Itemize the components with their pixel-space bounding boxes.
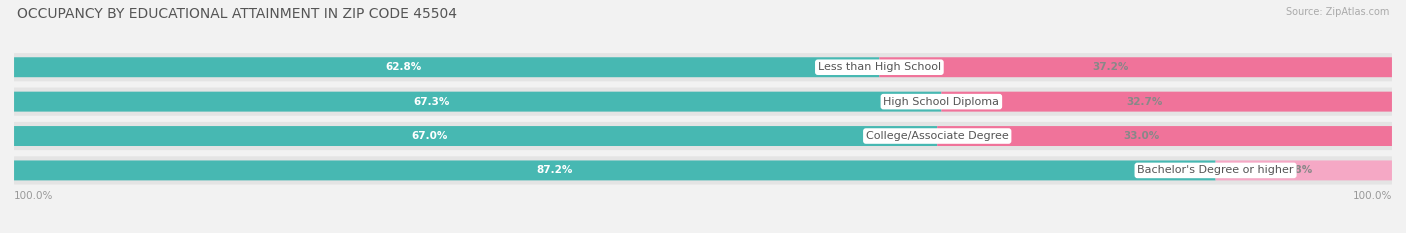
FancyBboxPatch shape [14,161,1216,180]
Text: 62.8%: 62.8% [385,62,422,72]
FancyBboxPatch shape [14,156,1392,185]
Text: 12.8%: 12.8% [1277,165,1313,175]
FancyBboxPatch shape [879,57,1392,77]
FancyBboxPatch shape [14,57,879,77]
Text: Source: ZipAtlas.com: Source: ZipAtlas.com [1285,7,1389,17]
FancyBboxPatch shape [14,122,1392,150]
Text: Bachelor's Degree or higher: Bachelor's Degree or higher [1137,165,1294,175]
Text: 33.0%: 33.0% [1123,131,1160,141]
FancyBboxPatch shape [14,88,1392,116]
Text: 100.0%: 100.0% [1353,191,1392,201]
Text: 87.2%: 87.2% [537,165,572,175]
Text: 100.0%: 100.0% [14,191,53,201]
Text: 37.2%: 37.2% [1092,62,1128,72]
Text: 67.3%: 67.3% [413,97,450,107]
FancyBboxPatch shape [14,92,942,112]
Text: OCCUPANCY BY EDUCATIONAL ATTAINMENT IN ZIP CODE 45504: OCCUPANCY BY EDUCATIONAL ATTAINMENT IN Z… [17,7,457,21]
Text: 67.0%: 67.0% [412,131,447,141]
FancyBboxPatch shape [14,126,938,146]
FancyBboxPatch shape [942,92,1392,112]
Text: 32.7%: 32.7% [1126,97,1163,107]
FancyBboxPatch shape [14,53,1392,81]
Text: High School Diploma: High School Diploma [883,97,1000,107]
FancyBboxPatch shape [1216,161,1392,180]
Text: Less than High School: Less than High School [818,62,941,72]
FancyBboxPatch shape [938,126,1392,146]
Text: College/Associate Degree: College/Associate Degree [866,131,1008,141]
